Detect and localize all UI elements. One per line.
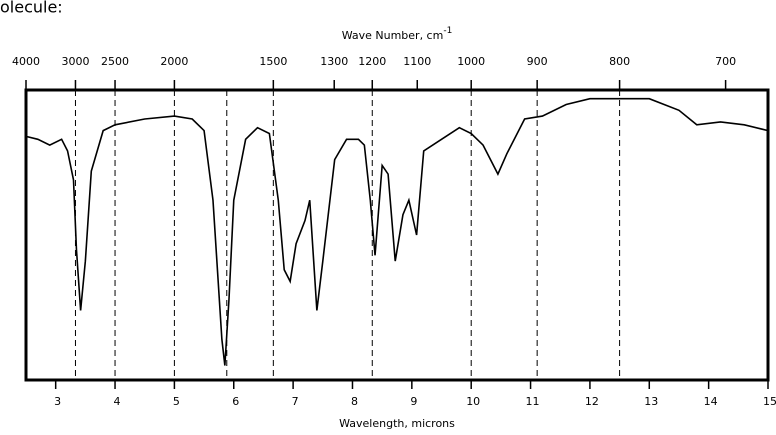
- top-tick-label: 1100: [403, 55, 431, 68]
- top-tick-label: 3000: [61, 55, 89, 68]
- top-tick-label: 800: [609, 55, 630, 68]
- top-tick-label: 2500: [101, 55, 129, 68]
- x-tick-label: 11: [526, 395, 540, 408]
- top-tick-label: 4000: [12, 55, 40, 68]
- top-tick-label: 1500: [259, 55, 287, 68]
- top-tick-label: 900: [527, 55, 548, 68]
- top-axis-title-main: Wave Number, cm: [342, 29, 444, 42]
- plot-frame: [24, 88, 770, 382]
- x-tick-label: 7: [292, 395, 299, 408]
- top-tick-label: 1000: [457, 55, 485, 68]
- x-tick-label: 6: [232, 395, 239, 408]
- top-tick-label: 1200: [358, 55, 386, 68]
- x-tick-label: 9: [410, 395, 417, 408]
- x-tick-label: 4: [114, 395, 121, 408]
- x-tick-label: 3: [54, 395, 61, 408]
- spectrum-line: [25, 97, 769, 366]
- x-tick-label: 5: [173, 395, 180, 408]
- top-axis-title: Wave Number, cm-1: [342, 26, 453, 43]
- x-tick-label: 15: [763, 395, 776, 408]
- top-tick-label: 1300: [320, 55, 348, 68]
- top-axis-title-sup: -1: [443, 26, 452, 36]
- x-axis-title: Wavelength, microns: [339, 417, 455, 430]
- x-tick-label: 10: [466, 395, 480, 408]
- x-tick-label: 8: [351, 395, 358, 408]
- x-tick-label: 12: [585, 395, 599, 408]
- x-tick-label: 14: [704, 395, 718, 408]
- top-tick-label: 700: [715, 55, 736, 68]
- corner-text: olecule:: [0, 0, 63, 17]
- top-tick-label: 2000: [160, 55, 188, 68]
- x-tick-label: 13: [644, 395, 658, 408]
